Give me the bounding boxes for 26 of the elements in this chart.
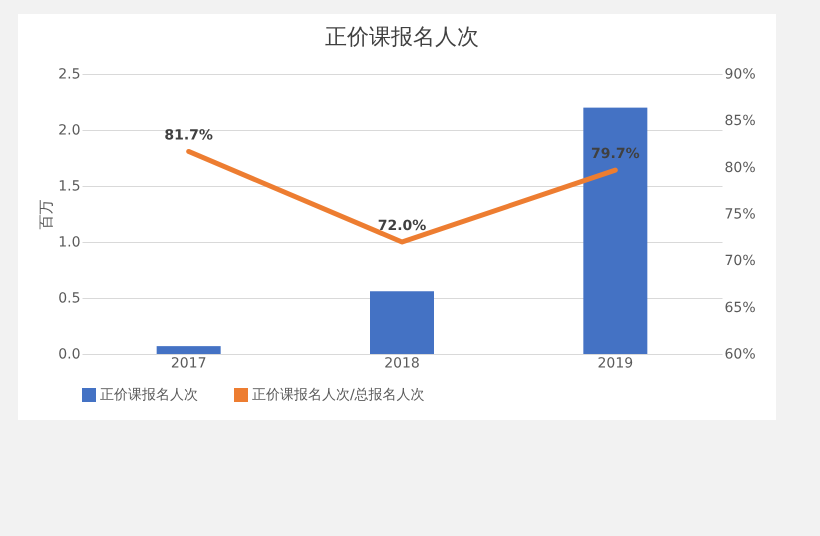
- chart-title: 正价课报名人次: [325, 25, 479, 50]
- y-tick-label: 1.5: [58, 178, 80, 194]
- bar: [370, 291, 434, 354]
- bar: [156, 346, 221, 354]
- y-tick-label: 0.0: [58, 346, 80, 362]
- data-label: 72.0%: [378, 218, 426, 234]
- data-label: 79.7%: [591, 146, 640, 162]
- bar: [583, 108, 648, 354]
- y2-tick-label: 90%: [724, 66, 756, 82]
- y-axis-title: 百万: [37, 200, 56, 230]
- x-tick-label: 2017: [170, 356, 206, 372]
- y-tick-label: 2.0: [58, 122, 80, 138]
- y2-tick-label: 70%: [724, 253, 756, 270]
- y-tick-label: 0.5: [58, 290, 80, 306]
- y2-tick-label: 60%: [724, 346, 756, 362]
- y2-tick-label: 80%: [724, 160, 756, 176]
- data-label: 81.7%: [164, 127, 213, 144]
- legend-label: 正价课报名人次: [100, 387, 198, 403]
- y2-tick-label: 65%: [724, 300, 756, 316]
- x-tick-label: 2018: [384, 356, 420, 372]
- legend-label: 正价课报名人次/总报名人次: [252, 387, 425, 403]
- y-tick-label: 2.5: [58, 66, 80, 82]
- y2-tick-label: 75%: [724, 206, 756, 222]
- y-tick-label: 1.0: [58, 234, 80, 250]
- y2-tick-label: 85%: [724, 113, 756, 130]
- x-tick-label: 2019: [598, 356, 634, 372]
